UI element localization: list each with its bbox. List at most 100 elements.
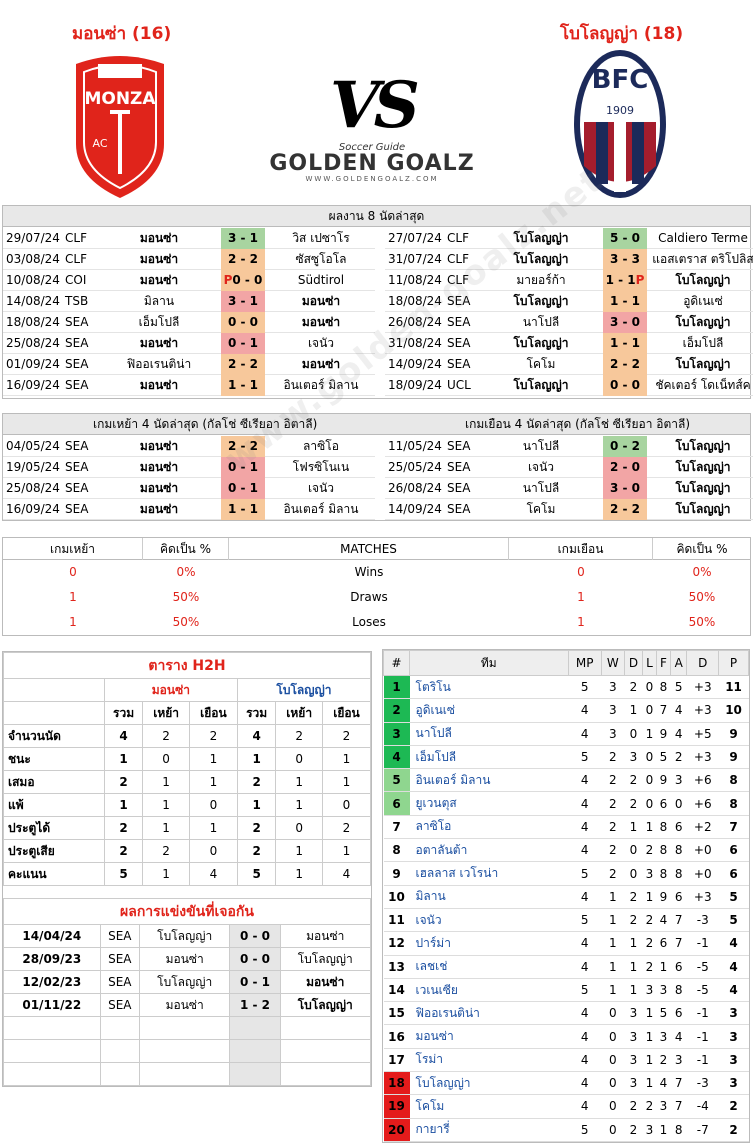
standings-row: 7 ลาซิโอ 4 2 1 1 8 6 +2 7 — [383, 815, 749, 840]
standings-cell: 3 — [670, 768, 687, 793]
match-comp: SEA — [65, 315, 89, 329]
match-date: 25/08/24 — [6, 336, 60, 350]
standings-cell: -1 — [686, 931, 719, 956]
standings-cell: 10 — [383, 885, 410, 909]
match-home: มอนซ่า — [139, 481, 179, 495]
standings-cell: 10 — [718, 698, 749, 723]
standings-row: 13 เลชเช่ 4 1 1 2 1 6 -5 4 — [383, 955, 749, 979]
summary-cell: Loses — [352, 615, 386, 629]
home-team-name: มอนซ่า (16) — [72, 24, 172, 44]
match-away: เจนัว — [307, 336, 335, 350]
standings-cell: 0 — [642, 745, 657, 770]
h2h-value: 2 — [275, 724, 323, 748]
standings-row: 6 ยูเวนตุส 4 2 2 0 6 0 +6 8 — [383, 791, 749, 816]
standings-cell: 5 — [718, 908, 749, 933]
match-comp: SEA — [447, 315, 471, 329]
summary-cell: 0% — [176, 565, 196, 579]
standings-cell: 4 — [568, 1048, 602, 1073]
standings-cell: 8 — [670, 1118, 687, 1142]
standings-team: โคโม — [409, 1094, 569, 1119]
h2h-match-cell: โบโลญญ่า — [138, 924, 231, 948]
standings-cell: 8 — [656, 675, 671, 700]
standings-cell: 5 — [568, 861, 602, 886]
standings-col-header: D — [686, 650, 720, 676]
match-comp: SEA — [65, 336, 89, 350]
standings-cell: +6 — [686, 768, 719, 793]
standings-cell: 4 — [670, 722, 687, 746]
match-home: นาโปลี — [522, 481, 560, 495]
last4-section: เกมเหย้า 4 นัดล่าสุด (กัลโช่ ซีเรียอา อิ… — [2, 413, 753, 521]
standings-cell: 4 — [568, 722, 602, 746]
match-home: มิลาน — [143, 294, 175, 308]
standings-cell: 0 — [601, 1024, 625, 1049]
match-home: มายอร์ก้า — [516, 273, 566, 287]
h2h-match-cell: โบโลญญ่า — [138, 970, 231, 994]
standings-row: 8 อตาลันต้า 4 2 0 2 8 8 +0 6 — [383, 838, 749, 863]
standings-cell: 2 — [601, 791, 625, 816]
standings-team: ลาซิโอ — [409, 815, 569, 840]
last8-title: ผลงาน 8 นัดล่าสุด — [3, 206, 750, 227]
match-row: 25/08/24 SEA มอนซ่า 0 - 1 เจนัว — [3, 478, 375, 499]
match-date: 18/08/24 — [388, 294, 442, 308]
match-away: ซัสซูโอโล — [295, 252, 347, 266]
standings-team: อูดิเนเซ่ — [409, 698, 569, 723]
h2h-value: 5 — [236, 862, 277, 886]
match-row: 26/08/24 SEA นาโปลี 3 - 0 โบโลญญ่า — [385, 312, 753, 333]
standings-team: ยูเวนตุส — [409, 791, 569, 816]
match-home: โบโลญญ่า — [513, 336, 569, 350]
standings-cell: 3 — [642, 978, 657, 1003]
standings-cell: 0 — [601, 1118, 625, 1142]
last4-away-list: 11/05/24 SEA นาโปลี 0 - 2 โบโลญญ่า 25/05/24 SE… — [385, 436, 753, 520]
standings-cell: 2 — [670, 745, 687, 770]
match-away: เอ็มโปลี — [682, 336, 724, 350]
standings-cell: 4 — [568, 885, 602, 909]
match-home: มอนซ่า — [139, 231, 179, 245]
summary-cell: 50% — [172, 590, 200, 604]
match-date: 26/08/24 — [388, 315, 442, 329]
match-score: P0 - 0 — [221, 270, 265, 291]
match-away: โบโลญญ่า — [675, 502, 731, 516]
standings-cell: -3 — [686, 908, 719, 933]
standings-cell: 1 — [601, 931, 625, 956]
standings-cell: 9 — [656, 768, 671, 793]
standings-cell: 3 — [718, 1024, 749, 1049]
match-row: 16/09/24 SEA มอนซ่า 1 - 1 อินเตอร์ มิลาน — [3, 499, 375, 520]
standings-cell: 14 — [383, 978, 410, 1003]
standings-cell: 5 — [383, 768, 410, 793]
standings-cell: 0 — [642, 768, 657, 793]
standings-row: 15 ฟิออเรนติน่า 4 0 3 1 5 6 -1 3 — [383, 1001, 749, 1026]
match-score: 1 - 1 — [221, 375, 265, 396]
h2h-value: 0 — [188, 839, 238, 863]
h2h-value: 0 — [275, 816, 323, 840]
standings-cell: 11 — [718, 675, 749, 700]
match-comp: SEA — [447, 294, 471, 308]
standings-cell: 3 — [601, 675, 625, 700]
summary-cell: 0 — [577, 565, 585, 579]
h2h-value: 1 — [236, 793, 277, 817]
summary-pct-header: คิดเป็น % — [143, 538, 229, 560]
h2h-row-label: ประตูเสีย — [3, 839, 105, 863]
h2h-match-row: 01/11/22 SEA มอนซ่า 1 - 2 โบโลญญ่า — [3, 993, 371, 1017]
standings-cell: 5 — [568, 745, 602, 770]
h2h-match-cell: 0 - 0 — [229, 947, 281, 971]
h2h-empty-cell — [3, 1062, 101, 1086]
standings-cell: 6 — [670, 1001, 687, 1026]
standings-cell: 1 — [601, 908, 625, 933]
vs-label: VS — [330, 68, 420, 143]
h2h-empty-cell — [3, 1039, 101, 1063]
standings-cell: 3 — [642, 861, 657, 886]
standings-cell: 5 — [568, 675, 602, 700]
standings-cell: +5 — [686, 722, 719, 746]
match-home: โบโลญญ่า — [513, 231, 569, 245]
standings-cell: 1 — [642, 885, 657, 909]
standings-cell: 6 — [670, 885, 687, 909]
standings-team: กายารี่ — [409, 1118, 569, 1142]
h2h-match-cell: SEA — [99, 924, 140, 948]
h2h-row-label: จำนวนนัด — [3, 724, 105, 748]
standings-cell: 9 — [383, 861, 410, 886]
standings-team: โรม่า — [409, 1048, 569, 1073]
match-score: 3 - 0 — [603, 478, 647, 499]
standings-cell: 7 — [670, 931, 687, 956]
match-score: 2 - 2 — [603, 499, 647, 520]
h2h-value: 2 — [142, 724, 190, 748]
